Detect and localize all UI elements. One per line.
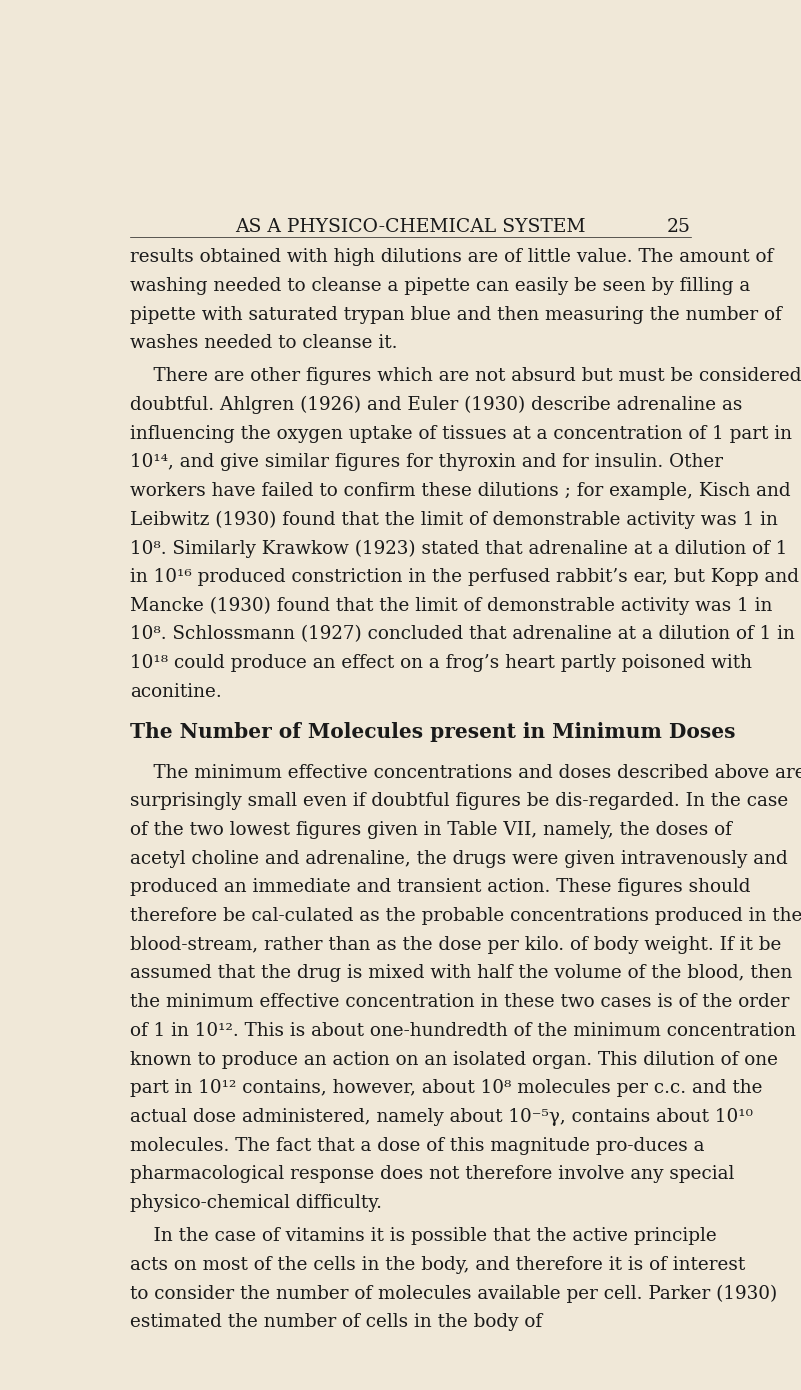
Text: physico-chemical difficulty.: physico-chemical difficulty.	[130, 1194, 382, 1212]
Text: of 1 in 10¹². This is about one-hundredth of the minimum concentration: of 1 in 10¹². This is about one-hundredt…	[130, 1022, 796, 1040]
Text: Leibwitz (1930) found that the limit of demonstrable activity was 1 in: Leibwitz (1930) found that the limit of …	[130, 510, 778, 528]
Text: the minimum effective concentration in these two cases is of the order: the minimum effective concentration in t…	[130, 992, 789, 1011]
Text: The minimum effective concentrations and doses described above are: The minimum effective concentrations and…	[130, 763, 801, 781]
Text: molecules. The fact that a dose of this magnitude pro-duces a: molecules. The fact that a dose of this …	[130, 1137, 704, 1155]
Text: AS A PHYSICO-CHEMICAL SYSTEM: AS A PHYSICO-CHEMICAL SYSTEM	[235, 218, 586, 236]
Text: acts on most of the cells in the body, and therefore it is of interest: acts on most of the cells in the body, a…	[130, 1255, 745, 1273]
Text: washes needed to cleanse it.: washes needed to cleanse it.	[130, 334, 397, 352]
Text: influencing the oxygen uptake of tissues at a concentration of 1 part in: influencing the oxygen uptake of tissues…	[130, 424, 792, 442]
Text: blood-stream, rather than as the dose per kilo. of body weight. If it be: blood-stream, rather than as the dose pe…	[130, 935, 781, 954]
Text: Mancke (1930) found that the limit of demonstrable activity was 1 in: Mancke (1930) found that the limit of de…	[130, 596, 772, 614]
Text: part in 10¹² contains, however, about 10⁸ molecules per c.c. and the: part in 10¹² contains, however, about 10…	[130, 1079, 763, 1097]
Text: washing needed to cleanse a pipette can easily be seen by filling a: washing needed to cleanse a pipette can …	[130, 277, 751, 295]
Text: in 10¹⁶ produced constriction in the perfused rabbit’s ear, but Kopp and: in 10¹⁶ produced constriction in the per…	[130, 569, 799, 587]
Text: 10¹⁴, and give similar figures for thyroxin and for insulin. Other: 10¹⁴, and give similar figures for thyro…	[130, 453, 723, 471]
Text: acetyl choline and adrenaline, the drugs were given intravenously and: acetyl choline and adrenaline, the drugs…	[130, 849, 787, 867]
Text: aconitine.: aconitine.	[130, 682, 222, 701]
Text: 25: 25	[667, 218, 691, 236]
Text: doubtful. Ahlgren (1926) and Euler (1930) describe adrenaline as: doubtful. Ahlgren (1926) and Euler (1930…	[130, 396, 743, 414]
Text: assumed that the drug is mixed with half the volume of the blood, then: assumed that the drug is mixed with half…	[130, 965, 792, 983]
Text: produced an immediate and transient action. These figures should: produced an immediate and transient acti…	[130, 878, 751, 897]
Text: 10⁸. Schlossmann (1927) concluded that adrenaline at a dilution of 1 in: 10⁸. Schlossmann (1927) concluded that a…	[130, 626, 795, 644]
Text: known to produce an action on an isolated organ. This dilution of one: known to produce an action on an isolate…	[130, 1051, 778, 1069]
Text: estimated the number of cells in the body of: estimated the number of cells in the bod…	[130, 1314, 542, 1332]
Text: pharmacological response does not therefore involve any special: pharmacological response does not theref…	[130, 1165, 735, 1183]
Text: pipette with saturated trypan blue and then measuring the number of: pipette with saturated trypan blue and t…	[130, 306, 782, 324]
Text: to consider the number of molecules available per cell. Parker (1930): to consider the number of molecules avai…	[130, 1284, 777, 1302]
Text: 10¹⁸ could produce an effect on a frog’s heart partly poisoned with: 10¹⁸ could produce an effect on a frog’s…	[130, 655, 752, 671]
Text: results obtained with high dilutions are of little value. The amount of: results obtained with high dilutions are…	[130, 249, 773, 265]
Text: therefore be cal-culated as the probable concentrations produced in the: therefore be cal-culated as the probable…	[130, 908, 801, 926]
Text: 10⁸. Similarly Krawkow (1923) stated that adrenaline at a dilution of 1: 10⁸. Similarly Krawkow (1923) stated tha…	[130, 539, 787, 557]
Text: of the two lowest figures given in Table VII, namely, the doses of: of the two lowest figures given in Table…	[130, 821, 732, 840]
Text: actual dose administered, namely about 10⁻⁵γ, contains about 10¹⁰: actual dose administered, namely about 1…	[130, 1108, 753, 1126]
Text: workers have failed to confirm these dilutions ; for example, Kisch and: workers have failed to confirm these dil…	[130, 482, 791, 500]
Text: There are other figures which are not absurd but must be considered: There are other figures which are not ab…	[130, 367, 801, 385]
Text: The Number of Molecules present in Minimum Doses: The Number of Molecules present in Minim…	[130, 721, 735, 742]
Text: In the case of vitamins it is possible that the active principle: In the case of vitamins it is possible t…	[130, 1227, 717, 1245]
Text: surprisingly small even if doubtful figures be dis-regarded. In the case: surprisingly small even if doubtful figu…	[130, 792, 788, 810]
